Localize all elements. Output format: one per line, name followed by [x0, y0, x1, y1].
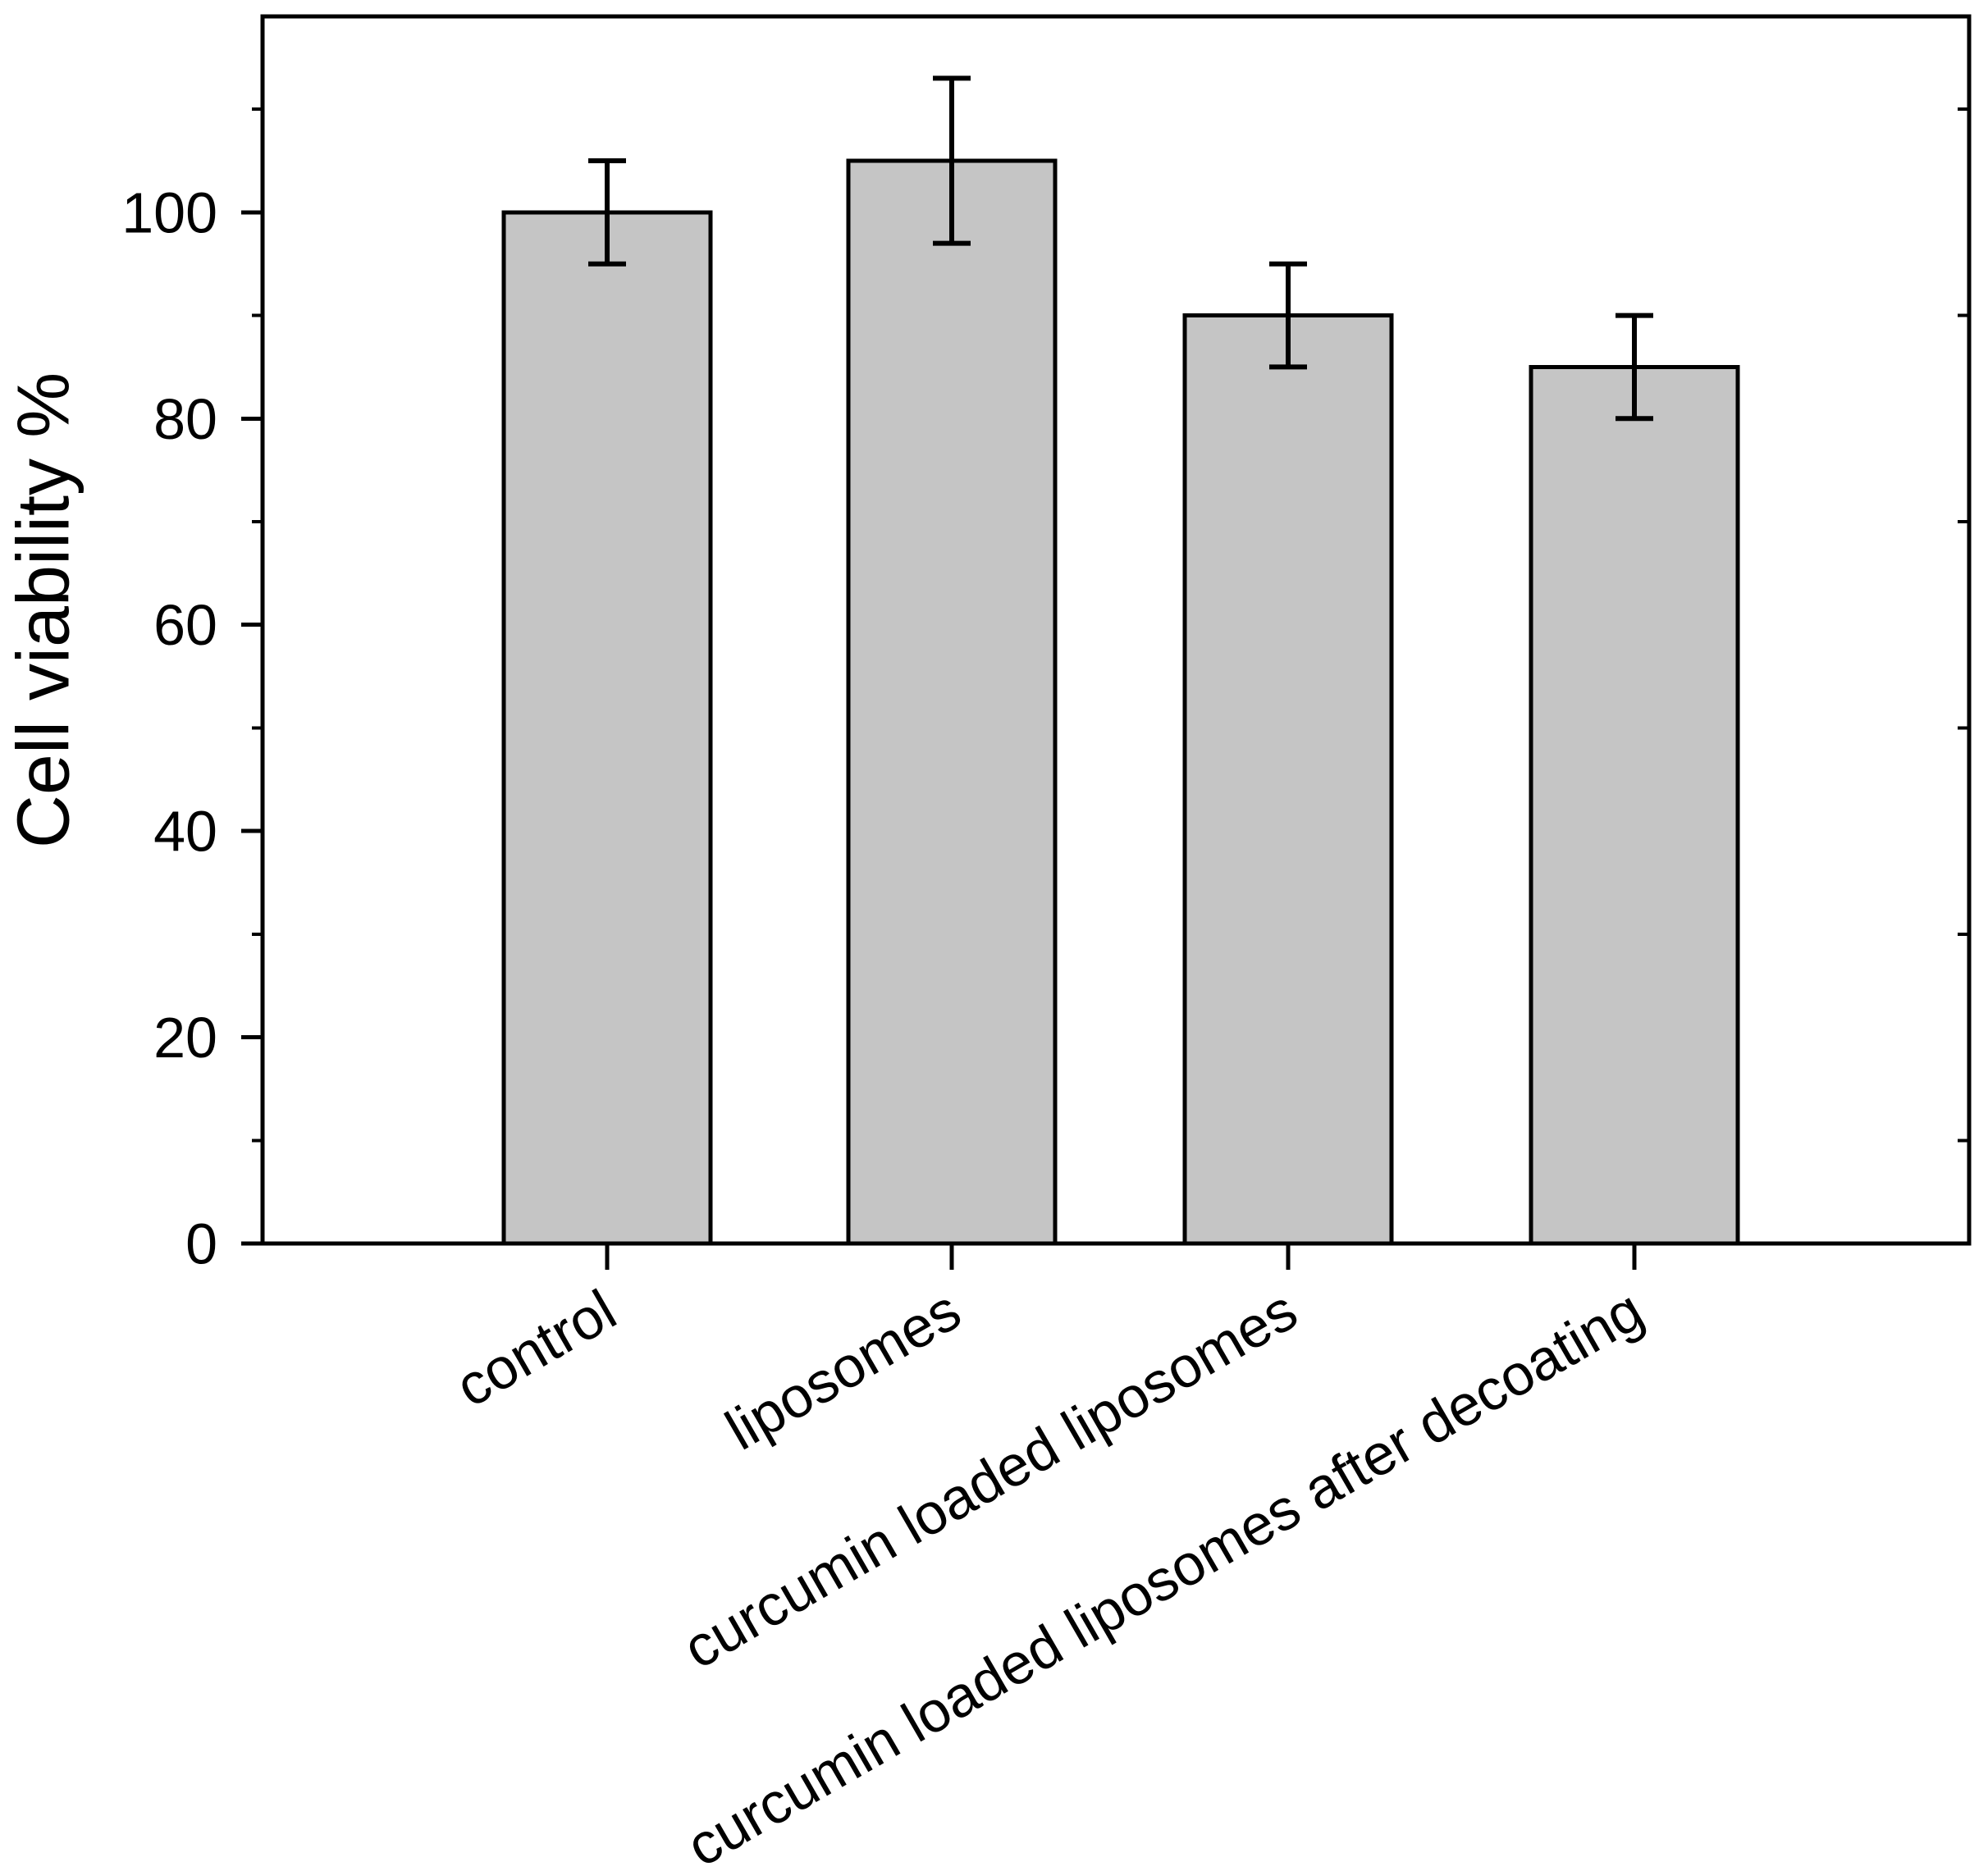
- y-axis-title: Cell viability %: [3, 372, 85, 848]
- x-category-label: curcumin loaded liposomes: [673, 1277, 1308, 1681]
- x-category-label: control: [446, 1277, 627, 1419]
- plot-frame: [260, 14, 1972, 1246]
- axes-frame-layer: [260, 14, 1972, 1246]
- y-tick-label: 20: [153, 1006, 217, 1070]
- y-tick-label: 100: [121, 180, 217, 244]
- error-bar-0: [588, 158, 626, 267]
- error-bar-3: [1616, 313, 1653, 422]
- y-tick-label: 60: [153, 593, 217, 657]
- bar-1: [846, 158, 1058, 1246]
- y-tick-label: 80: [153, 387, 217, 451]
- ticks-layer: [241, 107, 1969, 1270]
- bar-0: [501, 210, 713, 1246]
- error-bar-2: [1269, 261, 1307, 370]
- y-tick-label: 0: [185, 1212, 217, 1276]
- bar-2: [1182, 313, 1394, 1246]
- x-category-label: liposomes: [715, 1277, 971, 1462]
- error-bar-1: [933, 75, 971, 246]
- error-bars-layer: [588, 75, 1653, 422]
- bar-3: [1529, 364, 1740, 1246]
- bars-layer: [501, 158, 1740, 1246]
- y-tick-label: 40: [153, 800, 217, 864]
